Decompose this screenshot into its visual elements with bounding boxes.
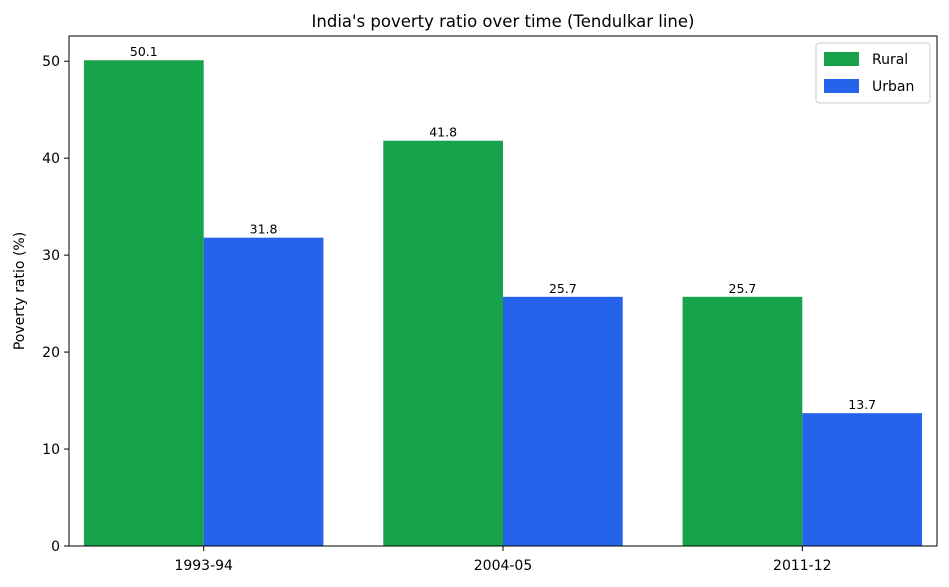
y-tick-label: 50 (42, 54, 60, 70)
legend-label-urban: Urban (872, 79, 914, 95)
legend-label-rural: Rural (872, 52, 908, 68)
bar-urban-1993-94 (203, 237, 324, 546)
bar-urban-2011-12 (802, 413, 923, 546)
legend: Rural Urban (815, 42, 931, 104)
y-tick-label: 30 (42, 248, 60, 264)
data-label-rural-2011-12: 25.7 (729, 281, 757, 296)
data-label-urban-2004-05: 25.7 (549, 281, 577, 296)
data-label-urban-1993-94: 31.8 (250, 222, 278, 237)
y-tick-label: 40 (42, 151, 60, 167)
data-label-rural-2004-05: 41.8 (429, 125, 457, 140)
bar-urban-2004-05 (503, 296, 623, 546)
y-axis: 0 10 20 30 40 50 (42, 54, 69, 555)
data-labels-group: 50.1 41.8 25.7 31.8 25.7 13.7 (130, 44, 876, 412)
data-label-urban-2011-12: 13.7 (848, 397, 876, 412)
bar-rural-2004-05 (383, 140, 503, 546)
y-tick-label: 20 (42, 345, 60, 361)
y-tick-label: 0 (51, 539, 60, 555)
x-tick-label: 2004-05 (474, 558, 533, 574)
x-tick-label: 2011-12 (773, 558, 832, 574)
legend-swatch-urban (824, 79, 859, 93)
x-tick-label: 1993-94 (174, 558, 233, 574)
y-axis-label: Poverty ratio (%) (12, 232, 28, 350)
data-label-rural-1993-94: 50.1 (130, 44, 158, 59)
legend-swatch-rural (824, 52, 859, 66)
bar-rural-1993-94 (83, 60, 204, 547)
x-axis: 1993-94 2004-05 2011-12 (174, 546, 832, 574)
y-tick-label: 10 (42, 442, 60, 458)
bar-rural-2011-12 (682, 296, 803, 546)
chart-title: India's poverty ratio over time (Tendulk… (312, 12, 695, 31)
bars-group (83, 60, 923, 547)
